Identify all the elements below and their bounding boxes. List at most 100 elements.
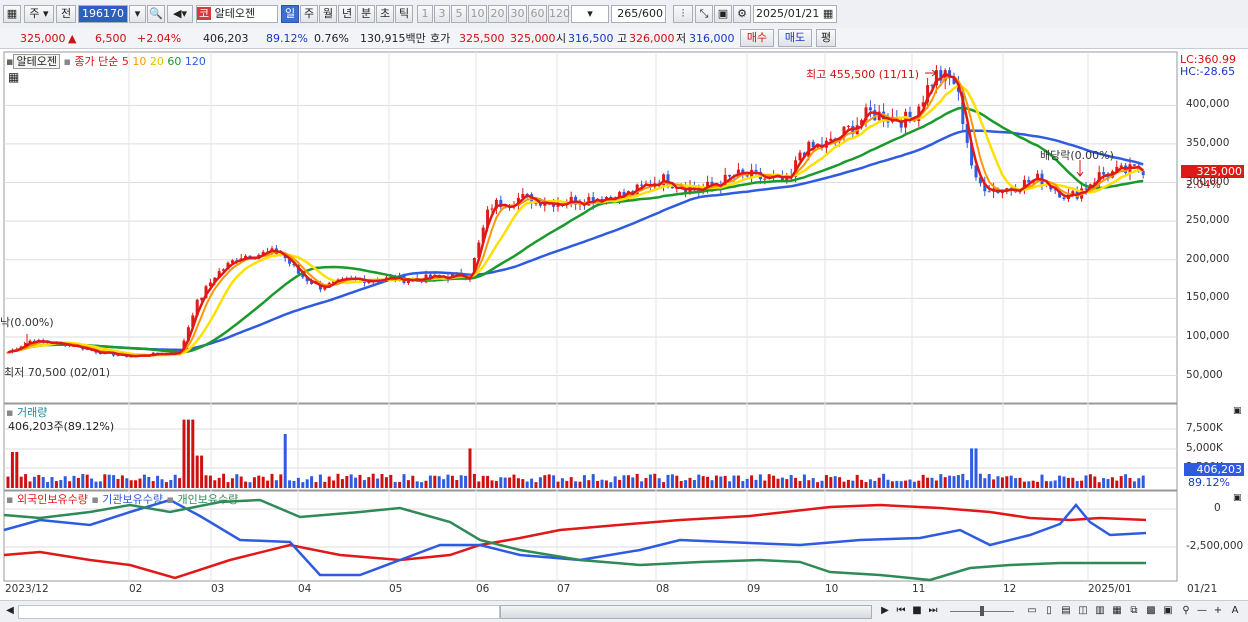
volume-bar (230, 478, 234, 488)
event-right-label: 배당락(0.00%) (1040, 149, 1114, 162)
volume-bar (398, 481, 402, 488)
period-main-select[interactable]: 주 ▾ (24, 5, 54, 23)
candle-body (666, 174, 670, 187)
period-tab-day[interactable]: 일 (281, 5, 299, 23)
buy-button[interactable]: 매수 (740, 29, 774, 47)
layout-6-icon[interactable]: ▦ (1112, 605, 1122, 616)
turnover-value: 0.76% (314, 32, 349, 45)
period-tab-second[interactable]: 초 (376, 5, 394, 23)
draw-tool-icon[interactable]: ⤡ (695, 5, 713, 23)
volume-legend: ▪ 거래량 (6, 406, 48, 419)
layout-3-icon[interactable]: ▤ (1061, 605, 1071, 616)
bid-value: 325,000 (510, 32, 556, 45)
table-icon[interactable]: ▦ (8, 70, 20, 84)
eval-button[interactable]: 평 (816, 29, 836, 47)
candle-body (640, 184, 644, 186)
save-icon[interactable]: ▣ (714, 5, 732, 23)
scroll-track[interactable] (18, 605, 500, 619)
candle-body (261, 251, 265, 255)
fast-forward-icon[interactable]: ⏭ (928, 605, 938, 616)
scroll-bar[interactable]: ◀ ▶ ⏮ ■ ⏭ ▭ ▯ ▤ ◫ ▥ ▦ ⧉ ▩ ▣ ⚲ — + A (0, 600, 1248, 622)
low-label: 저 (676, 32, 687, 45)
stock-code-input[interactable]: 196170 (78, 5, 128, 23)
close-icon[interactable]: ▣ (1233, 493, 1242, 503)
volume-bar (125, 478, 129, 488)
zoom-icon[interactable]: ⚲ (1182, 605, 1190, 616)
minus-icon[interactable]: — (1197, 605, 1207, 616)
zoom-slider-handle[interactable] (980, 606, 984, 616)
period-prev-button[interactable]: 전 (56, 5, 76, 23)
volume-bar (336, 473, 340, 488)
volume-bar (974, 448, 978, 488)
volume-bar (279, 474, 283, 488)
volume-bar (798, 481, 802, 488)
interval-tab-60[interactable]: 60 (528, 5, 547, 23)
interval-tab-120[interactable]: 120 (548, 5, 570, 23)
gear-icon[interactable]: ⚙ (733, 5, 751, 23)
interval-tab-1[interactable]: 1 (417, 5, 433, 23)
volume-bar (987, 474, 991, 488)
layout-9-icon[interactable]: ▣ (1163, 605, 1173, 616)
chevron-down-icon[interactable]: ▾ (129, 5, 146, 23)
volume-bar (393, 481, 397, 488)
volume-bar (776, 478, 780, 488)
period-tab-month[interactable]: 월 (319, 5, 337, 23)
close-icon[interactable]: ▣ (1233, 406, 1242, 416)
layout-8-icon[interactable]: ▩ (1146, 605, 1156, 616)
volume-bar (904, 480, 908, 488)
stock-name-tag[interactable]: 알테오젠 (13, 54, 60, 69)
volume-value: 406,203 (203, 32, 249, 45)
stop-icon[interactable]: ■ (912, 605, 922, 616)
volume-bar (701, 476, 705, 488)
volume-bar (547, 474, 551, 488)
search-icon[interactable]: 🔍 (147, 5, 165, 23)
candle-body (244, 255, 248, 259)
scroll-right-icon[interactable]: ▶ (881, 605, 889, 616)
scroll-thumb[interactable] (500, 605, 872, 619)
volume-bar (719, 476, 723, 488)
layout-1-icon[interactable]: ▭ (1027, 605, 1037, 616)
layout-2-icon[interactable]: ▯ (1046, 605, 1052, 616)
interval-tab-3[interactable]: 3 (434, 5, 450, 23)
date-field[interactable]: 2025/01/21 ▦ (753, 5, 837, 23)
interval-tab-30[interactable]: 30 (508, 5, 527, 23)
layout-4-icon[interactable]: ◫ (1078, 605, 1088, 616)
period-tab-year[interactable]: 년 (338, 5, 356, 23)
interval-tab-20[interactable]: 20 (488, 5, 507, 23)
candle-body (697, 189, 701, 192)
volume-bar (574, 481, 578, 488)
layout-7-icon[interactable]: ⧉ (1130, 605, 1138, 616)
volume-bar (811, 478, 815, 488)
ma-title: 종가 단순 (74, 55, 119, 68)
scroll-left-icon[interactable]: ◀ (6, 605, 14, 616)
interval-tab-10[interactable]: 10 (468, 5, 487, 23)
volume-bar (1119, 476, 1123, 488)
ma10-label: 10 (132, 55, 147, 68)
volume-bar (204, 475, 208, 488)
period-tab-tick[interactable]: 틱 (395, 5, 413, 23)
candle-body (521, 193, 525, 198)
count-field[interactable]: 265/600 (611, 5, 666, 23)
candle-type-icon[interactable]: ⫶ (673, 5, 693, 23)
plus-icon[interactable]: + (1213, 605, 1223, 616)
calendar-icon[interactable]: ▦ (822, 7, 834, 20)
candle-body (921, 102, 925, 107)
period-tab-week[interactable]: 주 (300, 5, 318, 23)
sell-button[interactable]: 매도 (778, 29, 812, 47)
volume-bar (288, 480, 292, 488)
volume-bar (94, 481, 98, 488)
period-tab-minute[interactable]: 분 (357, 5, 375, 23)
rewind-icon[interactable]: ⏮ (896, 605, 906, 616)
volume-bar (1137, 478, 1141, 488)
layout-5-icon[interactable]: ▥ (1095, 605, 1105, 616)
window-menu-icon[interactable]: ▦ (3, 5, 21, 23)
stock-name-field[interactable]: 코 알테오젠 (196, 5, 278, 23)
count-select[interactable]: ▾ (571, 5, 609, 23)
high-annotation: 최고 455,500 (11/11) (806, 68, 920, 81)
font-size-icon[interactable]: A (1231, 605, 1239, 616)
candle-body (622, 191, 626, 196)
volume-bar (877, 477, 881, 488)
speaker-icon[interactable]: ◀▾ (167, 5, 193, 23)
interval-tab-5[interactable]: 5 (451, 5, 467, 23)
stock-chart[interactable] (0, 48, 1248, 600)
